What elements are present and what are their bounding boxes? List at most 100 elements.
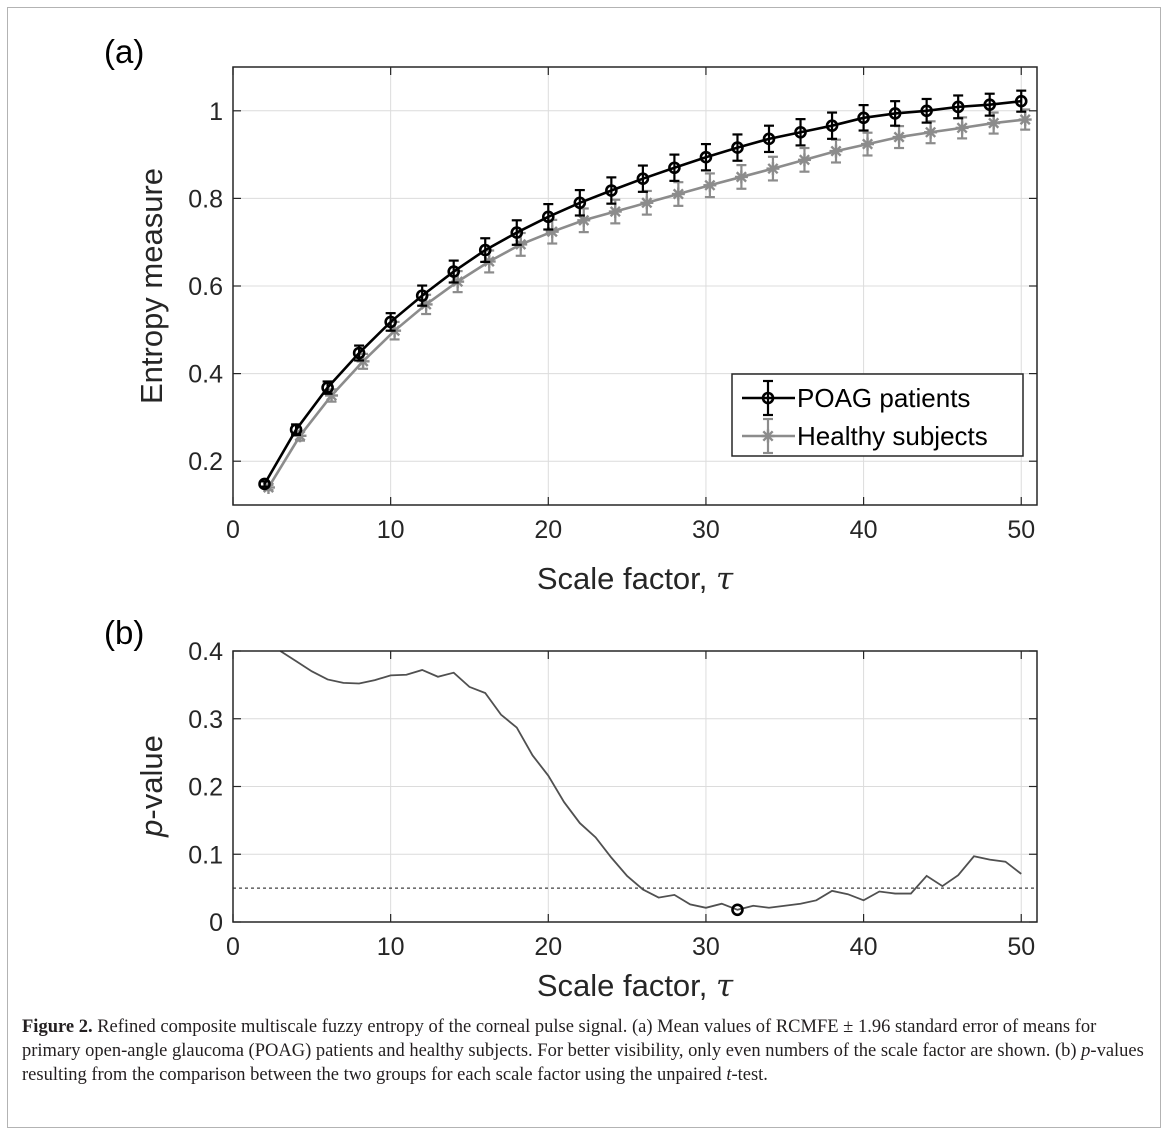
series-healthy-point-d2 (672, 188, 684, 200)
series-poag-point (951, 100, 965, 114)
panel-b-y-tick-label: 0.1 (188, 841, 223, 869)
panel-a-ticks: 0 10 20 30 40 50 0.2 0.4 0.6 0.8 1 (188, 67, 1037, 544)
panel-a-x-tick-label: 20 (534, 516, 562, 544)
series-healthy-point (987, 116, 1001, 130)
series-poag-point (541, 210, 555, 224)
series-healthy-point (703, 178, 717, 192)
series-healthy-point-d2 (420, 298, 432, 310)
series-poag-point (888, 107, 902, 120)
series-poag-point (762, 132, 776, 146)
series-healthy-point-d2 (735, 171, 747, 183)
series-healthy-point (671, 187, 685, 201)
p-italic: p (134, 820, 169, 838)
panel-a-x-tick-label: 40 (850, 516, 878, 544)
panel-a-x-tick-label: 50 (1007, 516, 1035, 544)
series-poag-point (1014, 94, 1028, 108)
series-poag-errorbar (669, 153, 680, 182)
panel-a-y-tick-label: 0.4 (188, 361, 223, 389)
series-poag-errorbar (1016, 89, 1027, 113)
panel-b-label: (b) (104, 614, 144, 651)
series-healthy-point-d2 (862, 138, 874, 150)
panel-a-series (258, 89, 1032, 494)
panel-a-y-tick-label: 1 (209, 98, 223, 126)
caption-t-italic: t (726, 1065, 732, 1085)
series-poag-point (920, 104, 933, 118)
x-label-tau: τ (716, 561, 734, 597)
series-poag-errorbar (984, 92, 995, 117)
series-poag-point (731, 141, 744, 154)
series-poag-errorbar (574, 188, 585, 217)
panel-b-ticks: 0 10 20 30 40 50 0 0.1 0.2 0.3 0.4 (188, 638, 1037, 961)
panel-b-x-tick-label: 40 (850, 933, 878, 961)
series-healthy-point-d2 (704, 179, 716, 191)
series-poag-point (573, 196, 587, 210)
p-value-rest: -value (134, 735, 169, 819)
legend-marker-d2 (762, 430, 774, 442)
legend-box (731, 373, 1024, 457)
x-label-text: Scale factor, (537, 968, 716, 1003)
series-poag (258, 89, 1028, 491)
x-label-tau: τ (716, 968, 734, 1004)
panel-a-label: (a) (104, 33, 144, 70)
series-poag-point (258, 477, 271, 491)
legend-label-poag: POAG patients (797, 383, 970, 413)
legend: POAG patients Healthy subjects (731, 373, 1024, 457)
series-healthy-point-d2 (988, 117, 1000, 129)
panel-a-x-tick-label: 10 (377, 516, 405, 544)
p-value-line (279, 650, 1022, 911)
figure-frame (7, 7, 1161, 1128)
series-poag-point (699, 150, 713, 164)
series-healthy-point (861, 137, 875, 151)
series-poag-point (321, 381, 334, 394)
panel-a-x-tick-label: 30 (692, 516, 720, 544)
series-healthy-point (924, 125, 938, 139)
panel-b-x-tick-label: 30 (692, 933, 720, 961)
series-poag-point (794, 125, 807, 139)
panel-b-y-tick-label: 0.4 (188, 638, 223, 666)
series-healthy-point-d2 (578, 214, 590, 226)
series-healthy-point (640, 196, 654, 210)
panel-b-y-tick-label: 0 (209, 909, 223, 937)
panel-b-x-axis-label: Scale factor, τ (537, 968, 734, 1004)
series-healthy-point-d2 (893, 131, 905, 143)
series-healthy-point (1018, 113, 1032, 127)
series-poag-errorbar (417, 284, 428, 307)
panel-a-x-tick-label: 0 (226, 516, 240, 544)
series-poag-errorbar (953, 94, 964, 120)
series-poag-errorbar (543, 202, 554, 231)
series-poag-point (857, 111, 870, 125)
series-poag-point (636, 172, 650, 185)
caption-p-italic: p (1081, 1041, 1091, 1061)
series-poag-errorbar (795, 118, 806, 147)
series-healthy-point (955, 121, 969, 135)
panel-b-x-tick-label: 10 (377, 933, 405, 961)
series-healthy-point-d2 (767, 163, 779, 175)
series-poag-errorbar (637, 164, 648, 193)
series-healthy-point (829, 144, 843, 158)
series-healthy-point-d2 (326, 389, 338, 402)
panel-b-series (233, 650, 1037, 917)
series-poag-errorbar (827, 111, 838, 140)
panel-b-x-tick-label: 50 (1007, 933, 1035, 961)
series-poag-point (983, 98, 997, 111)
series-healthy-point-d2 (925, 126, 937, 138)
legend-label-healthy: Healthy subjects (797, 421, 988, 451)
panel-b: (b) 0 10 20 30 40 50 0 0.1 0.2 0.3 0.4 Scale facto… (104, 614, 1038, 1004)
series-poag-errorbar (480, 237, 491, 264)
series-healthy-point (734, 170, 748, 184)
series-healthy-point-d2 (546, 226, 558, 238)
series-healthy-point (766, 162, 780, 176)
series-healthy-point-d2 (830, 145, 842, 157)
series-poag-point (289, 423, 303, 436)
series-poag-errorbar (700, 142, 711, 172)
panel-b-x-tick-label: 0 (226, 933, 240, 961)
series-poag-point (510, 226, 524, 239)
panel-a-y-tick-label: 0.6 (188, 273, 223, 301)
figure-caption: Figure 2. Refined composite multiscale f… (22, 1015, 1147, 1087)
series-poag-errorbar (858, 104, 869, 132)
series-poag-point (352, 346, 366, 360)
panel-a-y-tick-label: 0.2 (188, 448, 223, 476)
legend-marker (761, 391, 775, 405)
panel-b-grid (233, 651, 1037, 922)
series-poag-errorbar (921, 97, 932, 124)
